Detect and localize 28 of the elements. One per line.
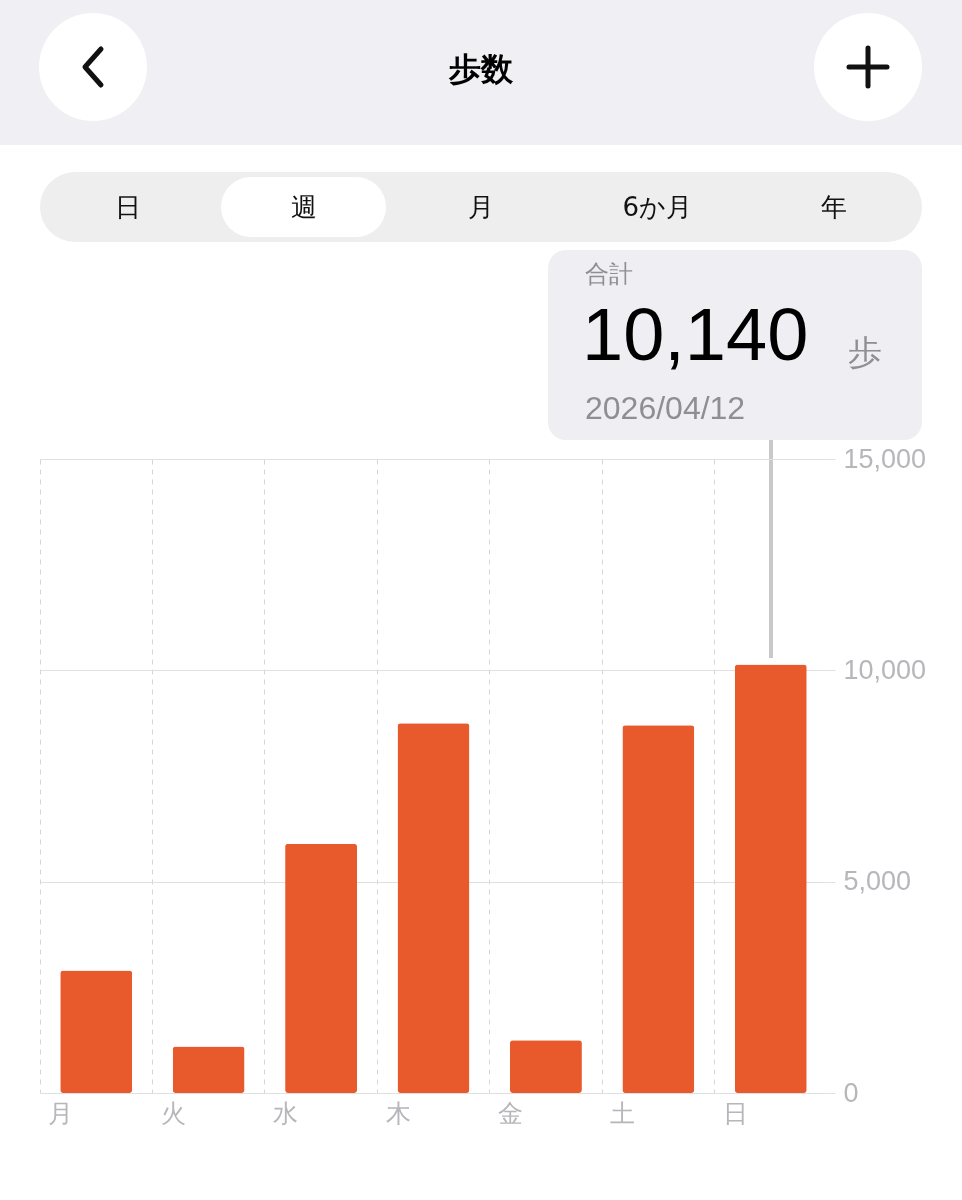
text: 年 <box>819 191 848 224</box>
x-tick-label: 月 <box>48 1098 74 1128</box>
bar <box>172 1046 245 1093</box>
text: 歩 <box>848 331 882 374</box>
bar <box>734 664 807 1093</box>
bar <box>622 725 695 1093</box>
y-tick-label: 10,000 <box>843 654 927 685</box>
x-tick-label: 水 <box>273 1098 299 1128</box>
x-tick-label: 火 <box>160 1098 186 1128</box>
x-tick-label: 日 <box>722 1098 748 1128</box>
y-tick-label: 5,000 <box>843 866 912 897</box>
text: 週 <box>290 191 319 224</box>
chart-title: 歩数 <box>448 49 514 90</box>
bar <box>397 723 470 1093</box>
bar <box>285 843 358 1093</box>
text: 10,140 <box>582 292 809 377</box>
y-tick-label: 0 <box>843 1077 859 1108</box>
x-tick-label: 土 <box>610 1098 636 1128</box>
text: 合計 <box>585 259 633 290</box>
text: 2026/04/12 <box>585 390 746 427</box>
bar <box>60 970 133 1093</box>
bar <box>509 1040 582 1093</box>
y-tick-label: 15,000 <box>843 443 927 474</box>
text: 日 <box>114 191 142 224</box>
x-tick-label: 木 <box>385 1098 411 1128</box>
text: 月 <box>466 191 495 224</box>
text: 6か月 <box>621 191 693 224</box>
x-tick-label: 金 <box>497 1098 523 1128</box>
